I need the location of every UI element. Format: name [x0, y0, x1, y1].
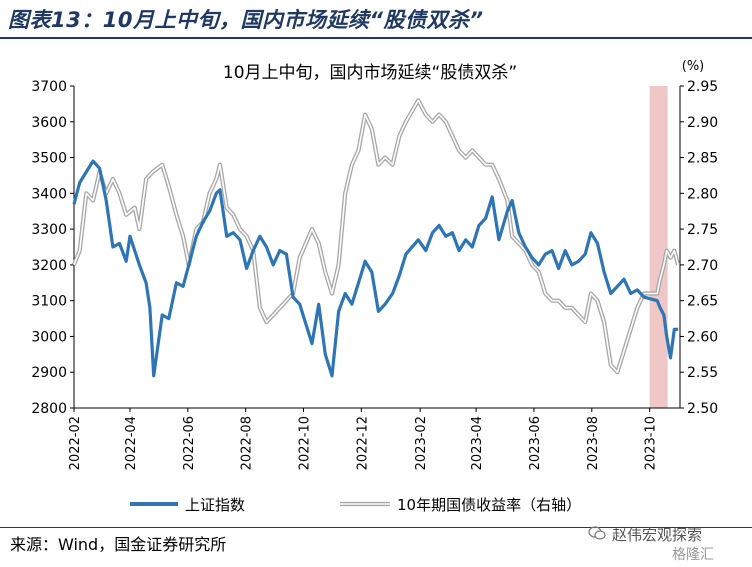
y-right-tick-label: 2.55 — [687, 365, 718, 381]
x-tick-label: 2022-08 — [240, 416, 255, 470]
y-right-tick-label: 2.70 — [687, 258, 718, 274]
wechat-icon — [588, 526, 606, 540]
x-tick-label: 2023-10 — [644, 416, 659, 470]
chart-title: 10月上中旬，国内市场延续“股债双杀” — [223, 63, 517, 83]
series-line-10y-yield-outline — [72, 98, 681, 375]
y-right-tick-label: 2.65 — [687, 294, 718, 310]
y-left-tick-label: 2800 — [31, 401, 67, 417]
x-tick-label: 2022-12 — [355, 416, 370, 470]
y-right-tick-label: 2.50 — [687, 401, 718, 417]
legend-label-shanghai-index: 上证指数 — [185, 496, 245, 514]
y-left-tick-label: 3600 — [31, 115, 67, 131]
y-left-tick-label: 2900 — [31, 365, 67, 381]
source-note: 来源：Wind，国金证券研究所 — [10, 535, 227, 554]
x-tick-label: 2022-02 — [68, 416, 83, 470]
x-tick-label: 2023-02 — [414, 416, 429, 470]
y-left-tick-label: 3700 — [31, 79, 67, 95]
series-line-10y-yield — [73, 99, 679, 373]
y-right-tick-label: 2.60 — [687, 329, 718, 345]
legend: 上证指数 10年期国债收益率（右轴） — [130, 496, 581, 514]
y-left-tick-label: 3200 — [31, 258, 67, 274]
watermark-account: 赵伟宏观探索 — [612, 526, 703, 544]
y-left-tick-label: 3100 — [31, 294, 67, 310]
y-right-tick-label: 2.85 — [687, 151, 718, 167]
title-rule — [0, 37, 752, 39]
x-tick-label: 2023-06 — [528, 416, 543, 470]
y-right-tick-label: 2.75 — [687, 222, 718, 238]
y-left-tick-label: 3400 — [31, 186, 67, 202]
legend-label-10y-yield: 10年期国债收益率（右轴） — [397, 496, 581, 514]
x-tick-label: 2023-04 — [470, 416, 485, 470]
chart: 2800 2900 3000 3100 3200 3300 3400 3500 3600 3700… — [31, 59, 718, 514]
watermark-brand: 格隆汇 — [672, 547, 714, 563]
x-tick-label: 2022-04 — [124, 416, 139, 470]
watermark: 赵伟宏观探索 格隆汇 — [574, 522, 744, 566]
y-left-tick-label: 3300 — [31, 222, 67, 238]
y-left-tick-label: 3500 — [31, 151, 67, 167]
figure-title: 图表13：10月上中旬，国内市场延续“股债双杀” — [8, 8, 484, 32]
right-axis-unit: (%) — [682, 59, 705, 74]
y-right-tick-label: 2.80 — [687, 186, 718, 202]
y-left-tick-label: 3000 — [31, 329, 67, 345]
highlight-band — [649, 86, 668, 408]
y-right-tick-label: 2.95 — [687, 79, 718, 95]
series-line-shanghai-index — [72, 159, 679, 378]
x-tick-label: 2022-10 — [298, 416, 313, 470]
source-rule — [0, 527, 752, 528]
x-tick-label: 2023-08 — [586, 416, 601, 470]
x-tick-label: 2022-06 — [182, 416, 197, 470]
y-right-tick-label: 2.90 — [687, 115, 718, 131]
